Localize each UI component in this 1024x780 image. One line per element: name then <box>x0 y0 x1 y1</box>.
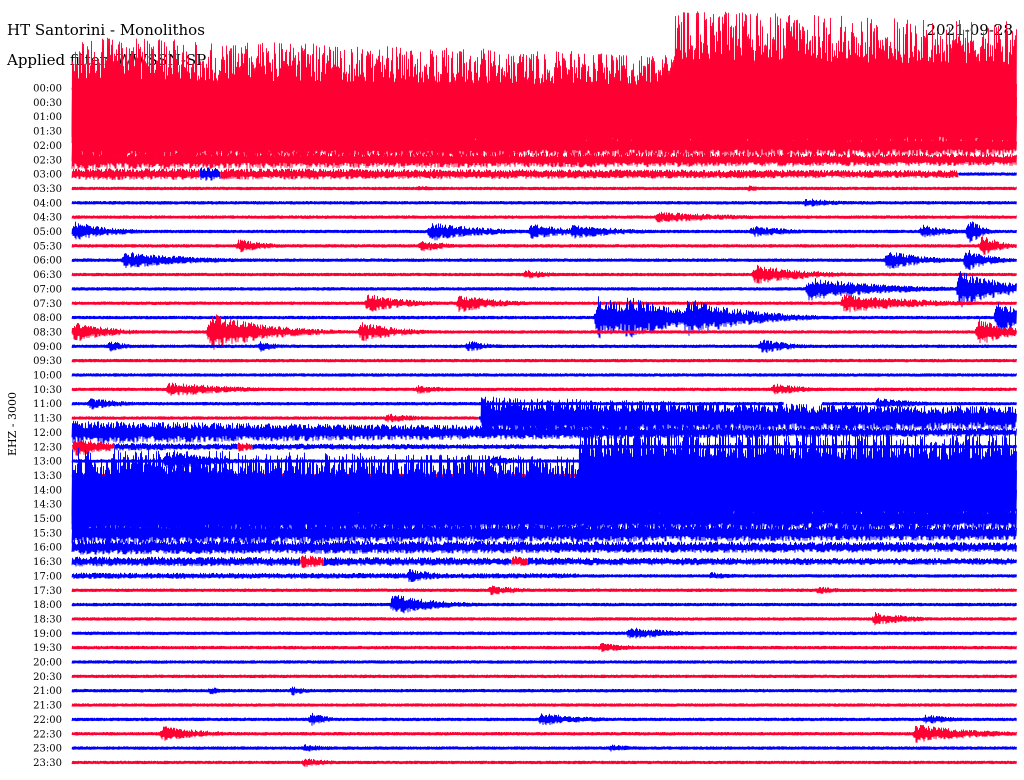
row-label-0830: 08:30 <box>33 327 62 338</box>
trace-1030 <box>71 382 1017 396</box>
trace-1900 <box>71 627 1017 639</box>
row-label-0530: 05:30 <box>33 241 62 252</box>
trace-0230 <box>71 150 1017 170</box>
row-label-1930: 19:30 <box>33 643 62 654</box>
station-title: HT Santorini - Monolithos <box>7 21 205 39</box>
row-label-0930: 09:30 <box>33 356 62 367</box>
trace-2230 <box>71 724 1017 743</box>
row-label-1830: 18:30 <box>33 614 62 625</box>
row-label-1130: 11:30 <box>33 414 62 425</box>
trace-1130 <box>478 396 1017 440</box>
trace-2300 <box>71 744 1017 752</box>
row-label-0400: 04:00 <box>33 198 62 209</box>
row-label-1200: 12:00 <box>33 428 62 439</box>
row-label-1700: 17:00 <box>33 571 62 582</box>
row-label-2030: 20:30 <box>33 672 62 683</box>
trace-1600 <box>71 539 1017 555</box>
row-label-1730: 17:30 <box>33 586 62 597</box>
row-label-0100: 01:00 <box>33 112 62 123</box>
row-label-1000: 10:00 <box>33 371 62 382</box>
trace-1000 <box>71 373 1017 377</box>
trace-1230 <box>72 438 253 457</box>
trace-0530 <box>71 236 1017 256</box>
trace-1700 <box>71 569 1017 583</box>
trace-2200 <box>71 712 1017 726</box>
trace-1830 <box>71 611 1017 626</box>
row-label-1330: 13:30 <box>33 471 62 482</box>
seismogram-traces <box>71 11 1017 767</box>
trace-0930 <box>71 358 1017 363</box>
row-label-0230: 02:30 <box>33 155 62 166</box>
row-label-1400: 14:00 <box>33 485 62 496</box>
row-label-0500: 05:00 <box>33 227 62 238</box>
trace-2330 <box>71 758 1017 767</box>
row-label-0700: 07:00 <box>33 284 62 295</box>
trace-0830 <box>71 314 1017 350</box>
row-label-0730: 07:30 <box>33 299 62 310</box>
row-label-1630: 16:30 <box>33 557 62 568</box>
row-label-1530: 15:30 <box>33 528 62 539</box>
trace-0730 <box>71 294 1017 313</box>
trace-0700 <box>71 271 1017 308</box>
trace-1130 <box>71 413 479 423</box>
row-label-1030: 10:30 <box>33 385 62 396</box>
row-label-2200: 22:00 <box>33 715 62 726</box>
trace-2000 <box>71 660 1017 664</box>
row-label-1900: 19:00 <box>33 629 62 640</box>
row-label-2330: 23:30 <box>33 758 62 769</box>
channel-label: EHZ - 3000 <box>6 392 19 456</box>
row-label-0300: 03:00 <box>33 170 62 181</box>
row-label-0330: 03:30 <box>33 184 62 195</box>
row-label-1230: 12:30 <box>33 442 62 453</box>
trace-1730 <box>71 585 1017 596</box>
trace-0500 <box>71 221 1017 243</box>
row-label-1430: 14:30 <box>33 500 62 511</box>
trace-0300 <box>199 167 1017 181</box>
trace-0630 <box>71 264 1017 284</box>
date-label: 2021-09-28 <box>927 21 1013 39</box>
trace-2130 <box>71 703 1017 707</box>
trace-1800 <box>71 595 1017 614</box>
row-label-0800: 08:00 <box>33 313 62 324</box>
row-label-0000: 00:00 <box>33 84 62 95</box>
trace-1930 <box>71 642 1017 653</box>
row-label-2100: 21:00 <box>33 686 62 697</box>
row-label-2130: 21:30 <box>33 701 62 712</box>
row-label-0030: 00:30 <box>33 98 62 109</box>
trace-0900 <box>71 339 1017 354</box>
trace-2030 <box>71 674 1017 679</box>
row-label-2000: 20:00 <box>33 658 62 669</box>
trace-0600 <box>71 249 1017 271</box>
row-label-1800: 18:00 <box>33 600 62 611</box>
row-label-1500: 15:00 <box>33 514 62 525</box>
row-label-0430: 04:30 <box>33 213 62 224</box>
trace-0800 <box>71 296 1017 339</box>
trace-0300 <box>71 168 959 181</box>
row-tick-labels: 00:00 00:30 01:00 01:30 02:00 02:30 03:00 03:30… <box>33 84 62 769</box>
row-label-1300: 13:00 <box>33 457 62 468</box>
row-label-0130: 01:30 <box>33 127 62 138</box>
trace-2100 <box>71 686 1017 696</box>
row-label-1100: 11:00 <box>33 399 62 410</box>
trace-0330 <box>71 185 1017 192</box>
row-label-1600: 16:00 <box>33 543 62 554</box>
row-label-0600: 06:00 <box>33 256 62 267</box>
trace-1630 <box>300 555 528 569</box>
trace-1630 <box>71 556 1017 567</box>
trace-0200 <box>71 129 1017 162</box>
trace-0430 <box>71 211 1017 223</box>
row-label-2230: 22:30 <box>33 729 62 740</box>
row-label-0900: 09:00 <box>33 342 62 353</box>
row-label-2300: 23:00 <box>33 744 62 755</box>
trace-1200 <box>71 420 1017 445</box>
trace-0400 <box>71 198 1017 207</box>
trace-1530 <box>71 521 1017 545</box>
row-label-0200: 02:00 <box>33 141 62 152</box>
row-label-0630: 06:30 <box>33 270 62 281</box>
